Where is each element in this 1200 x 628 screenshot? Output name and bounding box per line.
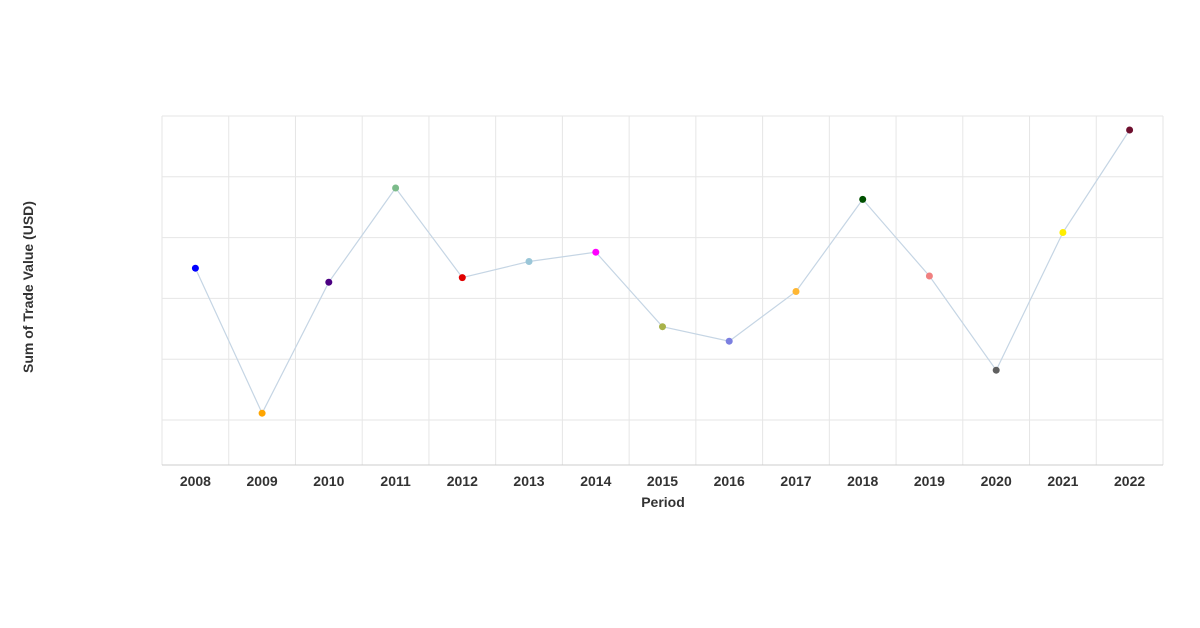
data-point-2021 xyxy=(1059,229,1067,236)
x-tick-label: 2008 xyxy=(180,473,211,489)
data-point-2014 xyxy=(592,248,600,256)
x-tick-label: 2009 xyxy=(247,473,278,489)
y-axis-title: Sum of Trade Value (USD) xyxy=(20,201,36,373)
x-tick-label: 2021 xyxy=(1047,473,1078,489)
data-point-2022 xyxy=(1126,126,1134,134)
data-point-2020 xyxy=(992,366,1000,374)
x-tick-label: 2020 xyxy=(981,473,1012,489)
grid xyxy=(161,115,1164,465)
data-points xyxy=(191,126,1134,417)
data-point-2013 xyxy=(525,258,533,265)
data-point-2016 xyxy=(725,337,733,345)
x-tick-label: 2018 xyxy=(847,473,878,489)
data-point-2018 xyxy=(859,195,867,203)
x-tick-labels: 2008 2009 2010 2011 2012 2013 2014 2015 2016 2017… xyxy=(180,473,1146,489)
x-tick-label: 2019 xyxy=(914,473,945,489)
x-tick-label: 2015 xyxy=(647,473,678,489)
data-point-2008 xyxy=(191,264,199,272)
x-tick-label: 2014 xyxy=(580,473,611,489)
x-tick-label: 2016 xyxy=(714,473,745,489)
data-point-2012 xyxy=(458,274,466,282)
data-point-2017 xyxy=(792,288,800,295)
x-tick-label: 2010 xyxy=(313,473,344,489)
data-point-2009 xyxy=(258,409,266,417)
x-tick-label: 2011 xyxy=(380,473,411,489)
x-tick-label: 2022 xyxy=(1114,473,1145,489)
x-tick-label: 2017 xyxy=(780,473,811,489)
data-point-2019 xyxy=(925,272,933,280)
data-point-2011 xyxy=(392,184,400,192)
series-line-group xyxy=(194,129,1131,415)
x-tick-label: 2012 xyxy=(447,473,478,489)
data-point-2015 xyxy=(659,323,666,331)
data-point-2010 xyxy=(325,278,333,286)
x-tick-label: 2013 xyxy=(513,473,544,489)
x-axis-title: Period xyxy=(641,494,685,510)
series-line xyxy=(194,129,1131,415)
